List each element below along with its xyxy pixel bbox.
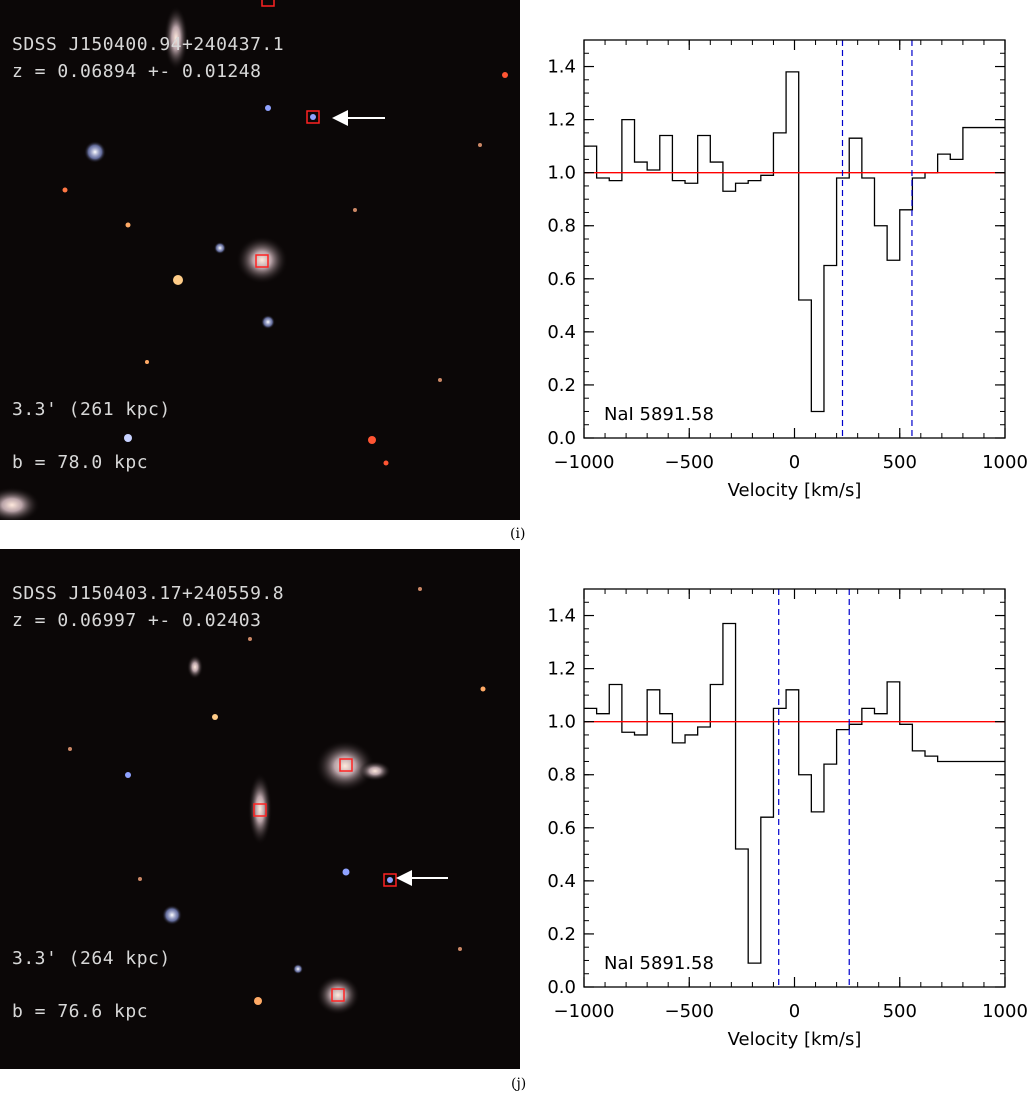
star [68, 747, 72, 751]
star [458, 947, 462, 951]
x-tick-label: 0 [789, 1001, 800, 1022]
y-tick-label: 0.2 [547, 375, 576, 396]
target-marker-box [383, 873, 397, 887]
y-tick-label: 0.0 [547, 428, 576, 449]
sky-field [0, 0, 508, 520]
star [293, 964, 303, 974]
plot-frame [583, 39, 1006, 439]
spectrum-line [584, 71, 1005, 413]
x-tick-label: −500 [665, 1001, 714, 1022]
x-tick-label: 1000 [982, 452, 1028, 473]
star [248, 637, 252, 641]
x-tick-label: −1000 [554, 1001, 615, 1022]
star [265, 105, 271, 111]
x-tick-label: −500 [665, 452, 714, 473]
y-tick-label: 1.0 [547, 163, 576, 184]
line-annotation: NaI 5891.58 [604, 953, 714, 974]
star [480, 686, 486, 692]
star [418, 587, 422, 591]
y-tick-label: 1.4 [547, 57, 576, 78]
panel-i: SDSS J150400.94+240437.1 z = 0.06894 +- … [0, 0, 1033, 548]
spectrum-chart: −1000 −500 0 500 1000 0.0 0.2 0.4 0.6 0.8 1.0 1.2 1.… [547, 39, 1028, 501]
redshift-label: z = 0.06894 +- 0.01248 [12, 61, 262, 82]
arrow-icon [332, 110, 385, 126]
y-tick-label: 0.6 [547, 269, 576, 290]
star [124, 434, 132, 442]
galaxy [236, 236, 288, 284]
galaxy-marker-box [331, 988, 345, 1002]
galaxy [359, 761, 391, 781]
scale-label: 3.3' (264 kpc) [12, 948, 171, 969]
object-name: SDSS J150403.17+240559.8 [12, 583, 285, 604]
y-tick-label: 1.2 [547, 659, 576, 680]
galaxy-marker-box [255, 254, 269, 268]
y-tick-label: 0.4 [547, 322, 576, 343]
galaxy [187, 655, 203, 679]
y-tick-label: 0.8 [547, 216, 576, 237]
y-tick-label: 1.0 [547, 712, 576, 733]
star [368, 436, 376, 444]
star [342, 868, 350, 876]
impact-parameter-label: b = 78.0 kpc [12, 452, 149, 473]
redshift-label: z = 0.06997 +- 0.02403 [12, 610, 262, 631]
galaxy [164, 6, 188, 70]
y-tick-label: 1.4 [547, 606, 576, 627]
x-tick-label: 1000 [982, 1001, 1028, 1022]
x-axis-label: Velocity [km/s] [728, 480, 862, 501]
x-tick-label: 500 [883, 452, 917, 473]
star [125, 222, 131, 228]
star [84, 141, 106, 163]
panel-caption: (j) [511, 1076, 527, 1092]
galaxy-marker-box [339, 758, 353, 772]
y-tick-label: 0.6 [547, 818, 576, 839]
y-tick-label: 0.8 [547, 765, 576, 786]
spectrum-chart: −1000 −500 0 500 1000 0.0 0.2 0.4 0.6 0.8 1.0 1.2 1.… [547, 588, 1028, 1050]
galaxy-marker-box [253, 803, 267, 817]
target-marker-box [306, 110, 320, 124]
galaxy [316, 975, 360, 1015]
target-source [387, 877, 393, 883]
x-tick-label: 0 [789, 452, 800, 473]
scale-label: 3.3' (261 kpc) [12, 399, 171, 420]
galaxy [248, 773, 272, 845]
sky-field [68, 587, 486, 1015]
star [261, 315, 275, 329]
galaxy [315, 740, 375, 792]
star [173, 275, 183, 285]
star [162, 905, 182, 925]
line-annotation: NaI 5891.58 [604, 404, 714, 425]
arrow-icon [396, 870, 448, 886]
spectrum-line [584, 622, 1005, 964]
panel-caption: (i) [510, 526, 526, 542]
galaxy [0, 487, 40, 520]
y-tick-label: 0.0 [547, 977, 576, 998]
y-tick-label: 1.2 [547, 110, 576, 131]
star [62, 187, 68, 193]
x-tick-label: −1000 [554, 452, 615, 473]
star [145, 360, 149, 364]
sky-image: SDSS J150403.17+240559.8 z = 0.06997 +- … [0, 549, 520, 1069]
star [138, 877, 142, 881]
star [125, 772, 131, 778]
target-source [310, 114, 316, 120]
galaxy-marker-box [261, 0, 275, 7]
star [254, 997, 262, 1005]
star [212, 714, 218, 720]
star [353, 208, 357, 212]
sky-image: SDSS J150400.94+240437.1 z = 0.06894 +- … [0, 0, 520, 520]
impact-parameter-label: b = 76.6 kpc [12, 1001, 149, 1022]
y-tick-label: 0.4 [547, 871, 576, 892]
star [214, 242, 226, 254]
star [502, 72, 508, 78]
panel-j: SDSS J150403.17+240559.8 z = 0.06997 +- … [0, 549, 1033, 1097]
star [438, 378, 442, 382]
plot-frame [583, 588, 1006, 988]
x-tick-label: 500 [883, 1001, 917, 1022]
x-axis-label: Velocity [km/s] [728, 1029, 862, 1050]
y-tick-label: 0.2 [547, 924, 576, 945]
object-name: SDSS J150400.94+240437.1 [12, 34, 285, 55]
star [383, 460, 389, 466]
star [478, 143, 482, 147]
